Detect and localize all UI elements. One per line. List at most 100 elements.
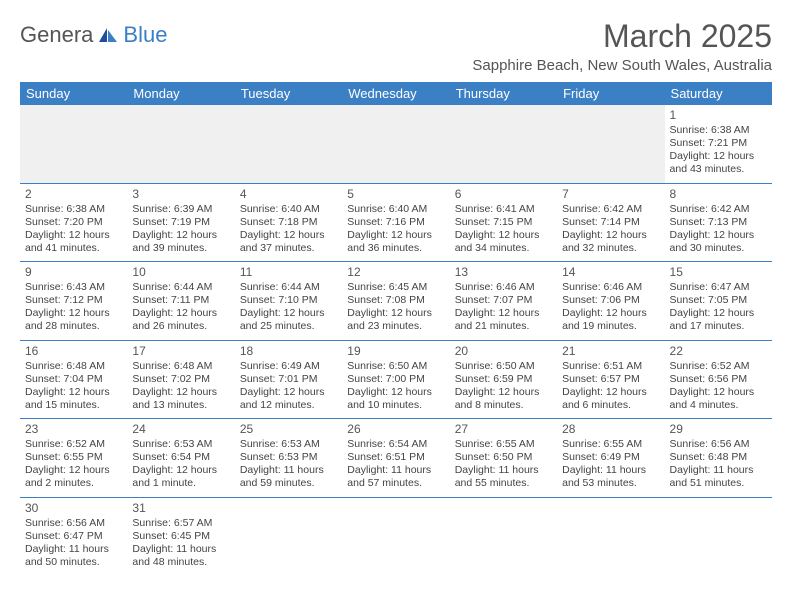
daylight-text: Daylight: 12 hours [132, 386, 229, 399]
sunset-text: Sunset: 6:53 PM [240, 451, 337, 464]
daylight-text: and 21 minutes. [455, 320, 552, 333]
daylight-text: and 2 minutes. [25, 477, 122, 490]
sunrise-text: Sunrise: 6:51 AM [562, 360, 659, 373]
daylight-text: Daylight: 11 hours [347, 464, 444, 477]
sunrise-text: Sunrise: 6:56 AM [25, 517, 122, 530]
calendar-cell [20, 105, 127, 183]
day-number: 11 [240, 265, 337, 280]
sunrise-text: Sunrise: 6:44 AM [132, 281, 229, 294]
daylight-text: Daylight: 12 hours [347, 386, 444, 399]
day-number: 14 [562, 265, 659, 280]
daylight-text: Daylight: 11 hours [455, 464, 552, 477]
sunset-text: Sunset: 6:56 PM [670, 373, 767, 386]
calendar-cell [235, 105, 342, 183]
day-number: 22 [670, 344, 767, 359]
daylight-text: Daylight: 12 hours [562, 229, 659, 242]
daylight-text: and 12 minutes. [240, 399, 337, 412]
daylight-text: Daylight: 12 hours [240, 307, 337, 320]
daylight-text: and 36 minutes. [347, 242, 444, 255]
sunset-text: Sunset: 6:50 PM [455, 451, 552, 464]
sunset-text: Sunset: 6:55 PM [25, 451, 122, 464]
sunrise-text: Sunrise: 6:48 AM [25, 360, 122, 373]
sunset-text: Sunset: 6:48 PM [670, 451, 767, 464]
daylight-text: and 59 minutes. [240, 477, 337, 490]
calendar-cell [450, 105, 557, 183]
day-number: 2 [25, 187, 122, 202]
daylight-text: Daylight: 12 hours [25, 386, 122, 399]
daylight-text: and 4 minutes. [670, 399, 767, 412]
calendar-cell: 1Sunrise: 6:38 AMSunset: 7:21 PMDaylight… [665, 105, 772, 183]
sunrise-text: Sunrise: 6:40 AM [347, 203, 444, 216]
day-number: 21 [562, 344, 659, 359]
sunset-text: Sunset: 7:18 PM [240, 216, 337, 229]
weekday-header: Thursday [450, 82, 557, 105]
calendar-cell: 8Sunrise: 6:42 AMSunset: 7:13 PMDaylight… [665, 183, 772, 262]
daylight-text: and 37 minutes. [240, 242, 337, 255]
sail-icon [97, 26, 119, 44]
sunrise-text: Sunrise: 6:53 AM [240, 438, 337, 451]
sunset-text: Sunset: 6:47 PM [25, 530, 122, 543]
day-number: 19 [347, 344, 444, 359]
calendar-week: 9Sunrise: 6:43 AMSunset: 7:12 PMDaylight… [20, 262, 772, 341]
calendar-cell: 7Sunrise: 6:42 AMSunset: 7:14 PMDaylight… [557, 183, 664, 262]
sunrise-text: Sunrise: 6:41 AM [455, 203, 552, 216]
daylight-text: and 30 minutes. [670, 242, 767, 255]
sunrise-text: Sunrise: 6:46 AM [455, 281, 552, 294]
daylight-text: Daylight: 12 hours [240, 229, 337, 242]
calendar-cell: 25Sunrise: 6:53 AMSunset: 6:53 PMDayligh… [235, 419, 342, 498]
daylight-text: and 15 minutes. [25, 399, 122, 412]
weekday-header: Tuesday [235, 82, 342, 105]
day-number: 30 [25, 501, 122, 516]
calendar-week: 2Sunrise: 6:38 AMSunset: 7:20 PMDaylight… [20, 183, 772, 262]
day-number: 23 [25, 422, 122, 437]
sunrise-text: Sunrise: 6:57 AM [132, 517, 229, 530]
calendar-body: 1Sunrise: 6:38 AMSunset: 7:21 PMDaylight… [20, 105, 772, 575]
sunrise-text: Sunrise: 6:54 AM [347, 438, 444, 451]
day-number: 6 [455, 187, 552, 202]
daylight-text: and 53 minutes. [562, 477, 659, 490]
daylight-text: Daylight: 12 hours [562, 307, 659, 320]
day-number: 5 [347, 187, 444, 202]
calendar-cell [342, 497, 449, 575]
sunset-text: Sunset: 6:51 PM [347, 451, 444, 464]
day-number: 8 [670, 187, 767, 202]
sunset-text: Sunset: 7:13 PM [670, 216, 767, 229]
day-number: 25 [240, 422, 337, 437]
month-title: March 2025 [472, 18, 772, 55]
day-number: 24 [132, 422, 229, 437]
sunset-text: Sunset: 7:07 PM [455, 294, 552, 307]
daylight-text: Daylight: 11 hours [562, 464, 659, 477]
sunset-text: Sunset: 6:45 PM [132, 530, 229, 543]
calendar-cell: 6Sunrise: 6:41 AMSunset: 7:15 PMDaylight… [450, 183, 557, 262]
daylight-text: and 17 minutes. [670, 320, 767, 333]
daylight-text: Daylight: 12 hours [347, 229, 444, 242]
sunrise-text: Sunrise: 6:53 AM [132, 438, 229, 451]
calendar-cell: 5Sunrise: 6:40 AMSunset: 7:16 PMDaylight… [342, 183, 449, 262]
sunset-text: Sunset: 7:01 PM [240, 373, 337, 386]
daylight-text: Daylight: 12 hours [562, 386, 659, 399]
sunrise-text: Sunrise: 6:38 AM [670, 124, 767, 137]
weekday-header: Friday [557, 82, 664, 105]
daylight-text: Daylight: 11 hours [132, 543, 229, 556]
day-number: 18 [240, 344, 337, 359]
calendar-cell: 20Sunrise: 6:50 AMSunset: 6:59 PMDayligh… [450, 340, 557, 419]
calendar-cell: 13Sunrise: 6:46 AMSunset: 7:07 PMDayligh… [450, 262, 557, 341]
sunset-text: Sunset: 7:10 PM [240, 294, 337, 307]
day-number: 29 [670, 422, 767, 437]
location: Sapphire Beach, New South Wales, Austral… [472, 57, 772, 74]
sunrise-text: Sunrise: 6:42 AM [562, 203, 659, 216]
day-number: 31 [132, 501, 229, 516]
weekday-header: Saturday [665, 82, 772, 105]
daylight-text: and 57 minutes. [347, 477, 444, 490]
header: Genera Blue March 2025 Sapphire Beach, N… [20, 18, 772, 74]
daylight-text: Daylight: 12 hours [455, 386, 552, 399]
sunset-text: Sunset: 7:00 PM [347, 373, 444, 386]
sunrise-text: Sunrise: 6:50 AM [347, 360, 444, 373]
daylight-text: Daylight: 12 hours [670, 150, 767, 163]
daylight-text: and 13 minutes. [132, 399, 229, 412]
sunrise-text: Sunrise: 6:55 AM [455, 438, 552, 451]
calendar-cell: 12Sunrise: 6:45 AMSunset: 7:08 PMDayligh… [342, 262, 449, 341]
sunset-text: Sunset: 7:04 PM [25, 373, 122, 386]
daylight-text: Daylight: 12 hours [240, 386, 337, 399]
weekday-header: Wednesday [342, 82, 449, 105]
